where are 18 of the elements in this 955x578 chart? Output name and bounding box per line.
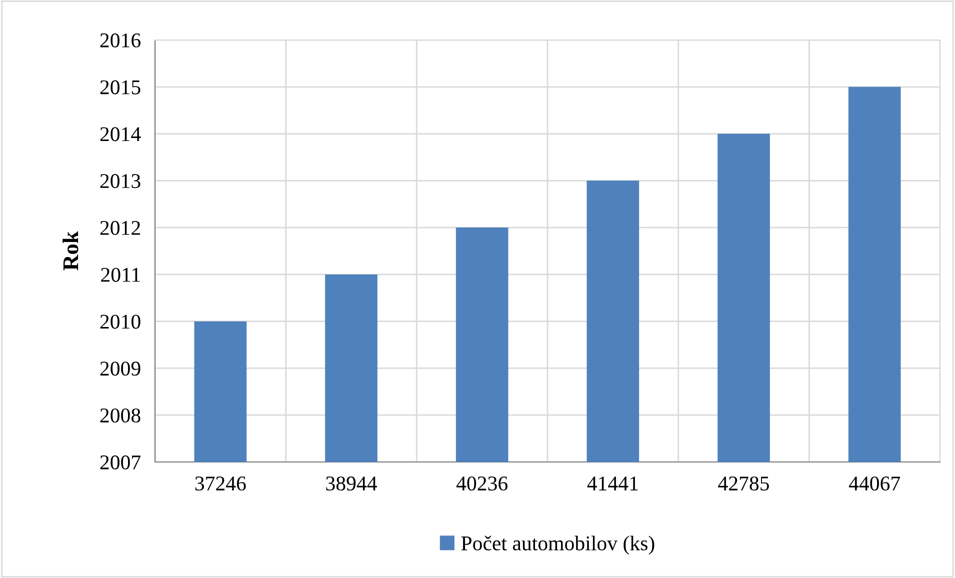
y-tick-label: 2007 xyxy=(100,455,141,470)
y-axis-title: Rok xyxy=(62,231,78,270)
y-tick-label: 2010 xyxy=(100,314,140,329)
y-tick-label: 2011 xyxy=(101,268,140,282)
x-tick-label: 40236 xyxy=(456,476,508,491)
x-tick-label: 41441 xyxy=(587,476,638,490)
y-tick-label: 2008 xyxy=(100,408,140,423)
x-tick-label: 44067 xyxy=(848,476,900,491)
x-tick-label: 38944 xyxy=(326,476,377,491)
y-tick-label: 2009 xyxy=(100,362,140,376)
y-tick-label: 2016 xyxy=(100,33,140,48)
legend-label: Počet automobilov (ks) xyxy=(461,536,654,555)
y-tick-label: 2013 xyxy=(100,174,140,188)
y-tick-label: 2015 xyxy=(100,80,140,94)
y-tick-label: 2014 xyxy=(100,127,141,142)
y-tick-label: 2012 xyxy=(100,220,140,235)
x-tick-label: 37246 xyxy=(195,476,246,491)
x-tick-label: 42785 xyxy=(718,476,769,491)
